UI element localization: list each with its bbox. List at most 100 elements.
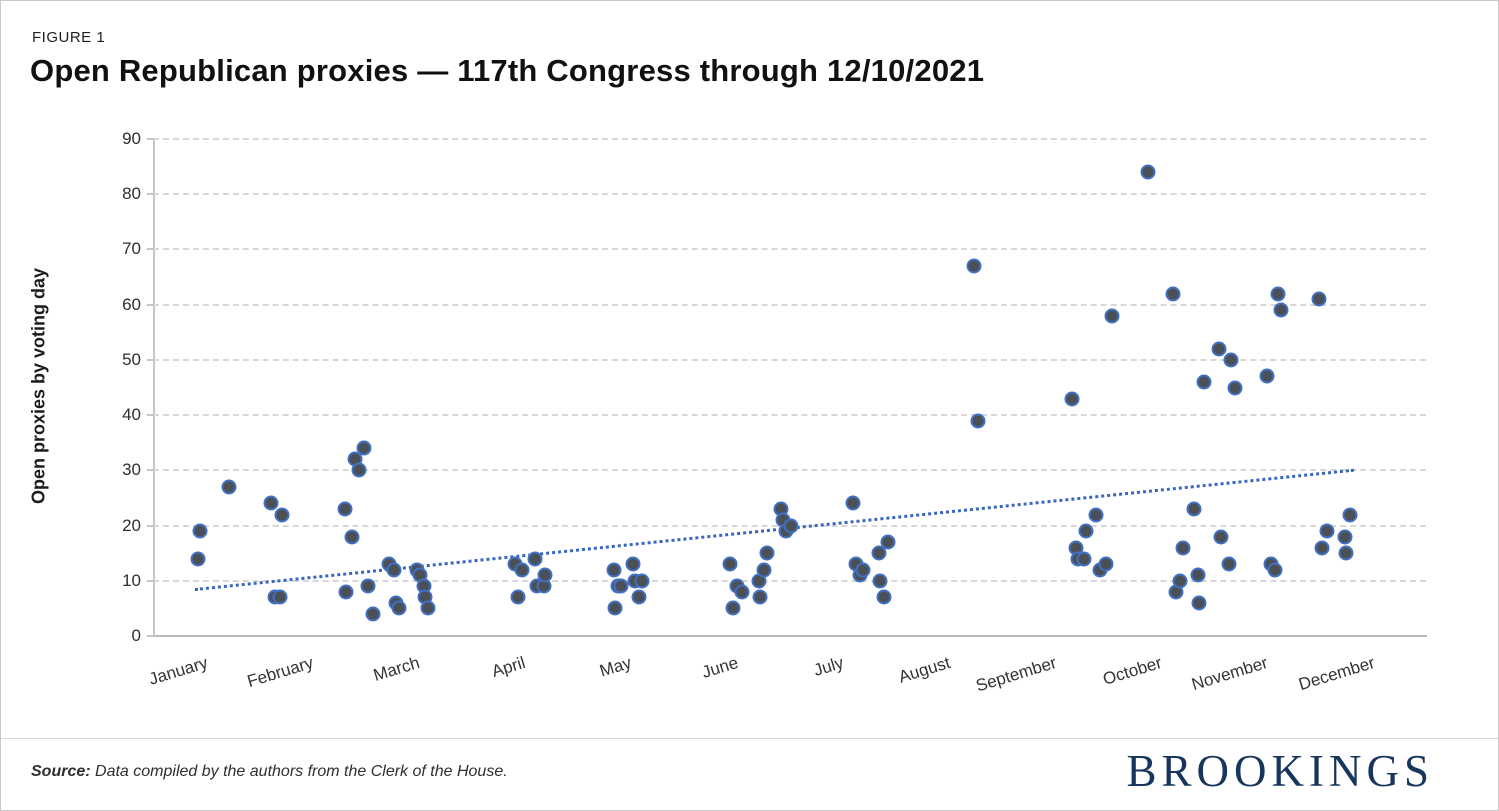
data-point xyxy=(1338,545,1354,561)
data-point xyxy=(1259,368,1275,384)
x-axis-label-june: June xyxy=(699,653,741,682)
data-point xyxy=(606,562,622,578)
data-point xyxy=(613,578,629,594)
data-point xyxy=(344,529,360,545)
data-point xyxy=(514,562,530,578)
gridline xyxy=(153,138,1426,140)
gridline xyxy=(153,579,1426,582)
data-point xyxy=(527,551,543,567)
data-point xyxy=(1211,341,1226,357)
data-point xyxy=(1172,573,1188,589)
data-point xyxy=(1190,567,1206,583)
data-point xyxy=(845,495,861,511)
data-point xyxy=(722,556,738,572)
data-point xyxy=(759,545,775,561)
data-point xyxy=(1076,551,1092,567)
data-point xyxy=(756,562,772,578)
data-point xyxy=(510,589,526,605)
data-point xyxy=(752,589,768,605)
data-point xyxy=(1098,556,1114,572)
x-axis-label-march: March xyxy=(371,653,422,685)
data-point xyxy=(1314,540,1330,556)
x-axis-label-september: September xyxy=(973,653,1059,696)
page-title: Open Republican proxies — 117th Congress… xyxy=(30,53,985,88)
data-point xyxy=(1227,380,1243,395)
data-point xyxy=(970,413,986,429)
data-point xyxy=(1213,529,1229,545)
data-point xyxy=(356,440,372,456)
data-point xyxy=(1140,164,1156,180)
y-tick-label: 90 xyxy=(122,129,141,148)
data-point xyxy=(338,584,354,600)
y-tick-mark xyxy=(147,303,154,306)
data-point xyxy=(855,562,871,578)
y-tick-mark xyxy=(147,579,154,582)
data-point xyxy=(1342,507,1358,522)
x-axis-label-november: November xyxy=(1189,653,1271,695)
data-point xyxy=(274,507,290,522)
y-tick-label: 80 xyxy=(122,184,141,204)
data-point xyxy=(1191,595,1207,611)
y-tick-label: 20 xyxy=(122,515,141,535)
y-tick-label: 50 xyxy=(122,349,141,369)
gridline xyxy=(153,248,1426,251)
y-axis-line xyxy=(153,138,155,637)
data-point xyxy=(1270,286,1286,302)
data-point xyxy=(1186,501,1202,517)
x-axis-line xyxy=(153,635,1427,637)
gridline xyxy=(153,358,1426,361)
data-point xyxy=(734,584,750,600)
footer-divider xyxy=(1,738,1498,739)
y-tick-label: 30 xyxy=(122,460,141,480)
data-point xyxy=(272,589,288,605)
data-point xyxy=(365,606,381,622)
y-tick-mark xyxy=(147,138,154,140)
x-axis-label-february: February xyxy=(245,653,316,692)
y-tick-mark xyxy=(147,248,154,251)
data-point xyxy=(871,545,887,561)
data-point xyxy=(360,578,376,594)
data-point xyxy=(1273,302,1289,318)
data-point xyxy=(386,562,402,578)
data-point xyxy=(872,573,888,589)
data-point xyxy=(1078,523,1094,539)
gridline xyxy=(153,303,1426,306)
data-point xyxy=(876,589,892,605)
gridline xyxy=(153,414,1426,417)
data-point xyxy=(1104,308,1120,324)
y-tick-label: 0 xyxy=(131,626,141,645)
data-point xyxy=(880,534,896,550)
data-point xyxy=(634,573,650,589)
y-tick-label: 40 xyxy=(122,405,141,425)
data-point xyxy=(420,600,436,616)
brookings-logo: BROOKINGS xyxy=(1126,746,1434,796)
data-point xyxy=(1175,540,1191,556)
x-axis-label-october: October xyxy=(1100,653,1165,689)
y-tick-mark xyxy=(147,635,154,637)
y-tick-label: 10 xyxy=(122,570,141,590)
data-point xyxy=(783,518,799,534)
data-point xyxy=(537,567,553,583)
data-point xyxy=(1223,352,1239,368)
data-point xyxy=(607,600,623,616)
y-tick-mark xyxy=(147,193,154,196)
data-point xyxy=(391,600,407,616)
data-point xyxy=(1196,374,1212,390)
x-axis-label-may: May xyxy=(597,653,634,681)
source-line: Source: Data compiled by the authors fro… xyxy=(31,763,508,781)
data-point xyxy=(1221,556,1237,572)
y-tick-mark xyxy=(147,358,154,361)
data-point xyxy=(625,556,641,572)
y-tick-mark xyxy=(147,524,154,527)
data-point xyxy=(966,258,982,274)
data-point xyxy=(1165,286,1181,302)
data-point xyxy=(190,551,206,567)
x-axis-label-december: December xyxy=(1295,653,1377,695)
x-axis-label-july: July xyxy=(811,653,847,681)
y-tick-label: 60 xyxy=(122,294,141,314)
y-axis-title: Open proxies by voting day xyxy=(28,267,49,505)
data-point xyxy=(1311,291,1327,307)
gridline xyxy=(153,193,1426,196)
data-point xyxy=(192,523,208,539)
